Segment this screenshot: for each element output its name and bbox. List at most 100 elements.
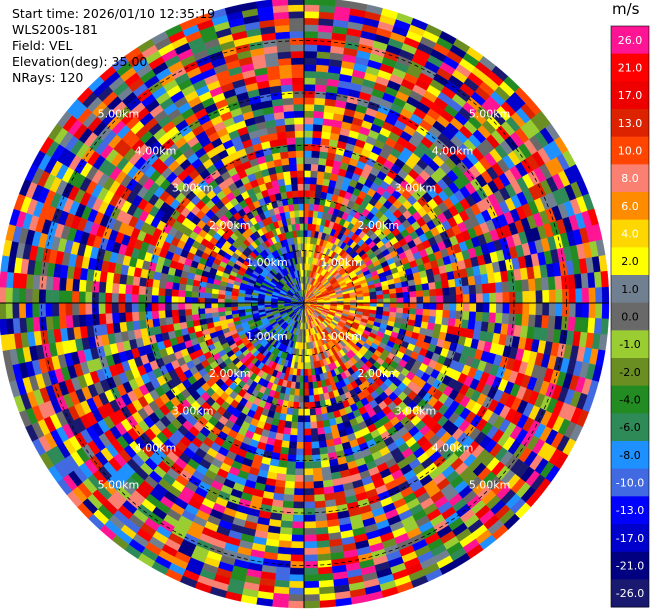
velocity-gate xyxy=(45,289,53,304)
velocity-gate xyxy=(317,433,327,442)
velocity-gate xyxy=(515,302,524,315)
velocity-gate xyxy=(284,480,295,489)
velocity-gate xyxy=(277,546,292,555)
velocity-gate xyxy=(286,190,294,199)
velocity-gate xyxy=(456,302,464,312)
velocity-gate xyxy=(273,11,290,20)
velocity-gate xyxy=(522,302,530,316)
velocity-gate xyxy=(567,316,576,332)
velocity-gate xyxy=(291,521,305,529)
velocity-gate xyxy=(298,203,305,211)
velocity-gate xyxy=(273,18,290,27)
velocity-gate xyxy=(303,468,314,476)
velocity-gate xyxy=(311,143,321,152)
velocity-gate xyxy=(316,57,330,66)
velocity-gate xyxy=(422,309,431,317)
velocity-gate xyxy=(204,292,212,299)
velocity-gate xyxy=(281,507,294,516)
velocity-gate xyxy=(303,223,309,231)
velocity-gate xyxy=(237,302,245,307)
velocity-gate xyxy=(303,514,316,523)
velocity-gate xyxy=(429,309,437,318)
velocity-gate xyxy=(5,302,13,319)
velocity-gate xyxy=(303,580,320,589)
velocity-gate xyxy=(298,395,305,403)
velocity-gate xyxy=(111,302,119,314)
velocity-gate xyxy=(296,236,302,244)
velocity-gate xyxy=(303,0,321,6)
velocity-gate xyxy=(314,84,328,93)
velocity-gate xyxy=(296,156,305,165)
velocity-gate xyxy=(138,294,146,304)
velocity-gate xyxy=(288,157,297,165)
velocity-gate xyxy=(276,37,291,47)
velocity-gate xyxy=(171,282,180,291)
velocity-gate xyxy=(288,587,305,595)
velocity-gate xyxy=(293,97,305,105)
velocity-gate xyxy=(311,447,321,456)
velocity-gate xyxy=(299,223,305,231)
velocity-gate xyxy=(164,295,172,304)
velocity-gate xyxy=(31,302,40,318)
velocity-gate xyxy=(12,317,21,334)
velocity-gate xyxy=(185,314,193,322)
velocity-gate xyxy=(293,203,300,211)
velocity-gate xyxy=(0,318,8,336)
velocity-gate xyxy=(303,587,320,595)
velocity-gate xyxy=(65,314,74,329)
velocity-gate xyxy=(315,520,328,529)
velocity-gate xyxy=(574,317,583,333)
velocity-gate xyxy=(442,310,450,319)
velocity-gate xyxy=(278,453,289,462)
velocity-gate xyxy=(280,84,294,93)
velocity-gate xyxy=(284,117,295,126)
velocity-gate xyxy=(315,533,330,542)
velocity-gate xyxy=(291,534,305,542)
velocity-gate xyxy=(303,156,312,165)
velocity-gate xyxy=(288,580,305,589)
velocity-gate xyxy=(25,288,33,304)
velocity-gate xyxy=(314,500,326,509)
velocity-gate xyxy=(184,290,193,298)
velocity-gate xyxy=(501,313,510,325)
velocity-gate xyxy=(396,307,404,314)
velocity-gate xyxy=(293,103,305,112)
velocity-gate xyxy=(307,381,314,390)
velocity-gate xyxy=(303,110,315,118)
velocity-gate xyxy=(303,11,320,19)
velocity-gate xyxy=(276,466,287,475)
velocity-gate xyxy=(273,579,290,588)
velocity-gate xyxy=(204,302,212,309)
velocity-gate xyxy=(303,428,312,436)
velocity-gate xyxy=(303,508,316,516)
velocity-gate xyxy=(271,599,289,608)
velocity-gate xyxy=(601,302,610,320)
velocity-gate xyxy=(600,318,609,336)
velocity-gate xyxy=(495,312,503,325)
velocity-gate xyxy=(319,0,337,7)
velocity-gate xyxy=(303,143,313,151)
velocity-gate xyxy=(389,302,398,309)
velocity-gate xyxy=(158,310,166,319)
velocity-gate xyxy=(548,302,557,317)
velocity-gate xyxy=(314,513,328,522)
velocity-gate xyxy=(441,317,450,327)
velocity-gate xyxy=(289,37,305,45)
velocity-gate xyxy=(288,441,297,449)
velocity-gate xyxy=(224,298,232,304)
velocity-gate xyxy=(151,302,159,312)
velocity-gate xyxy=(303,395,310,403)
velocity-gate xyxy=(320,459,331,469)
velocity-gate xyxy=(204,312,213,319)
velocity-gate xyxy=(314,407,322,416)
velocity-gate xyxy=(303,183,311,191)
velocity-gate xyxy=(145,277,154,288)
velocity-gate xyxy=(509,302,517,315)
velocity-gate xyxy=(291,414,299,423)
velocity-gate xyxy=(534,314,543,329)
velocity-gate xyxy=(542,302,550,317)
velocity-gate xyxy=(316,44,332,53)
velocity-gate xyxy=(131,302,139,313)
velocity-gate xyxy=(312,124,323,132)
